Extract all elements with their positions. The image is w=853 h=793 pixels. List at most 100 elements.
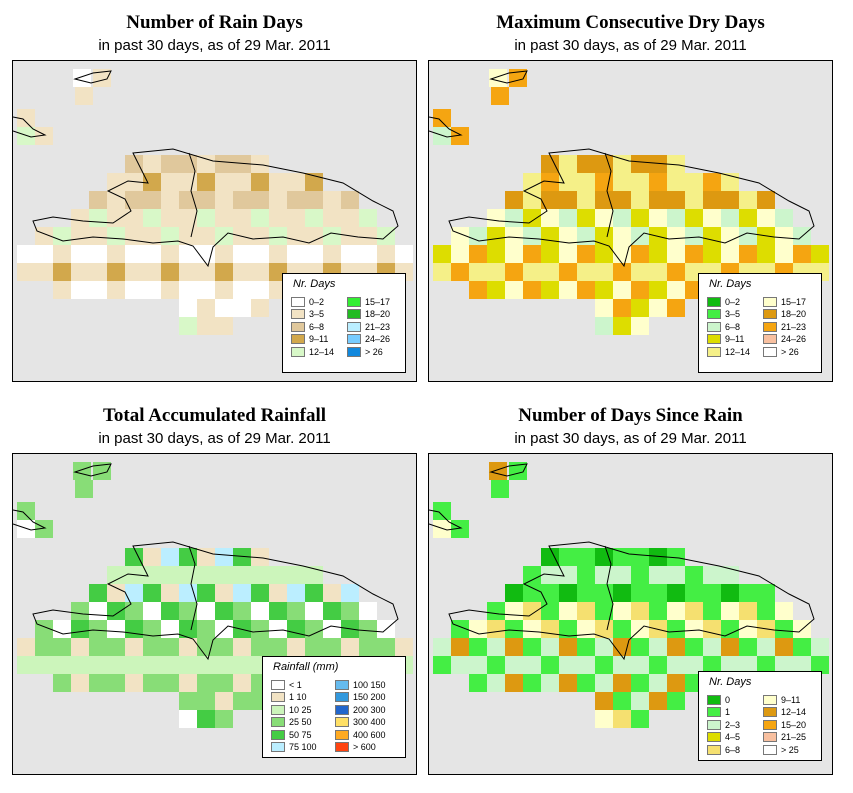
legend-item: 75 100	[271, 742, 317, 753]
grid-cell	[469, 263, 487, 281]
grid-cell	[161, 584, 179, 602]
grid-cell	[613, 227, 631, 245]
grid-cell	[287, 584, 305, 602]
legend-swatch	[271, 679, 285, 690]
grid-cell	[631, 584, 649, 602]
legend-swatch	[763, 694, 777, 705]
panel-subtitle: in past 30 days, as of 29 Mar. 2011	[98, 37, 331, 54]
grid-cell	[577, 584, 595, 602]
grid-cell	[649, 245, 667, 263]
legend-swatch	[347, 309, 361, 319]
grid-cell	[323, 245, 341, 263]
legend-label: 15–17	[781, 296, 807, 307]
grid-cell	[161, 638, 179, 656]
grid-cell	[559, 263, 577, 281]
grid-cell	[125, 620, 143, 638]
grid-cell	[559, 245, 577, 263]
legend-swatch	[707, 732, 721, 742]
grid-cell	[197, 299, 215, 317]
grid-cell	[667, 692, 685, 710]
grid-cell	[559, 209, 577, 227]
grid-cell	[305, 209, 323, 227]
grid-cell	[739, 620, 757, 638]
grid-cell	[631, 317, 649, 335]
grid-cell	[595, 155, 613, 173]
legend-label: 24–26	[365, 334, 391, 344]
grid-cell	[739, 584, 757, 602]
grid-cell	[487, 227, 505, 245]
grid-cell	[613, 191, 631, 209]
grid-cell	[17, 109, 35, 127]
grid-cell	[107, 602, 125, 620]
grid-cell	[89, 227, 107, 245]
grid-cell	[577, 638, 595, 656]
grid-cell	[215, 692, 233, 710]
grid-cell	[179, 548, 197, 566]
grid-cell	[703, 173, 721, 191]
legend-item: 15–17	[763, 296, 806, 307]
grid-cell	[739, 245, 757, 263]
grid-cell	[197, 674, 215, 692]
grid-cell	[269, 566, 287, 584]
grid-cell	[17, 520, 35, 538]
grid-cell	[667, 245, 685, 263]
grid-cell	[269, 191, 287, 209]
grid-cell	[179, 584, 197, 602]
legend-label: 0–2	[725, 296, 741, 307]
country-border	[188, 152, 198, 238]
grid-cell	[197, 173, 215, 191]
grid-cell	[613, 584, 631, 602]
grid-cell	[179, 602, 197, 620]
grid-cell	[541, 209, 559, 227]
grid-cell	[595, 548, 613, 566]
legend-item: 200 300	[335, 704, 386, 715]
grid-cell	[595, 566, 613, 584]
island-outline	[429, 116, 463, 138]
grid-cell	[613, 299, 631, 317]
legend-label: 25 50	[289, 717, 312, 727]
grid-cell	[613, 155, 631, 173]
legend-item: 24–26	[763, 334, 806, 345]
grid-cell	[523, 281, 541, 299]
legend-swatch	[347, 296, 361, 307]
grid-cell	[89, 674, 107, 692]
grid-cell	[107, 173, 125, 191]
grid-cell	[451, 127, 469, 145]
grid-cell	[179, 656, 197, 674]
grid-cell	[323, 602, 341, 620]
grid-cell	[107, 584, 125, 602]
island-outline	[429, 509, 463, 531]
grid-cell	[89, 245, 107, 263]
grid-cell	[489, 69, 507, 87]
grid-cell	[251, 548, 269, 566]
grid-cell	[179, 638, 197, 656]
grid-cell	[215, 281, 233, 299]
grid-cell	[323, 620, 341, 638]
grid-cell	[631, 245, 649, 263]
legend-item: 6–8	[707, 321, 740, 332]
grid-cell	[125, 656, 143, 674]
grid-cell	[71, 674, 89, 692]
grid-cell	[541, 620, 559, 638]
grid-cell	[161, 281, 179, 299]
grid-cell	[721, 173, 739, 191]
grid-cell	[233, 692, 251, 710]
grid-cell	[93, 69, 111, 87]
grid-cell	[631, 548, 649, 566]
grid-cell	[721, 227, 739, 245]
legend-item: 18–20	[347, 309, 390, 320]
legend-swatch	[271, 704, 285, 715]
grid-cell	[233, 263, 251, 281]
grid-cell	[197, 209, 215, 227]
grid-cell	[323, 191, 341, 209]
legend-label: 3–5	[725, 309, 741, 319]
grid-cell	[251, 227, 269, 245]
grid-cell	[125, 281, 143, 299]
grid-cell	[215, 155, 233, 173]
grid-cell	[505, 638, 523, 656]
grid-cell	[179, 299, 197, 317]
grid-cell	[71, 245, 89, 263]
legend-swatch	[347, 346, 361, 357]
legend-item: 18–20	[763, 309, 806, 320]
grid-cell	[233, 155, 251, 173]
